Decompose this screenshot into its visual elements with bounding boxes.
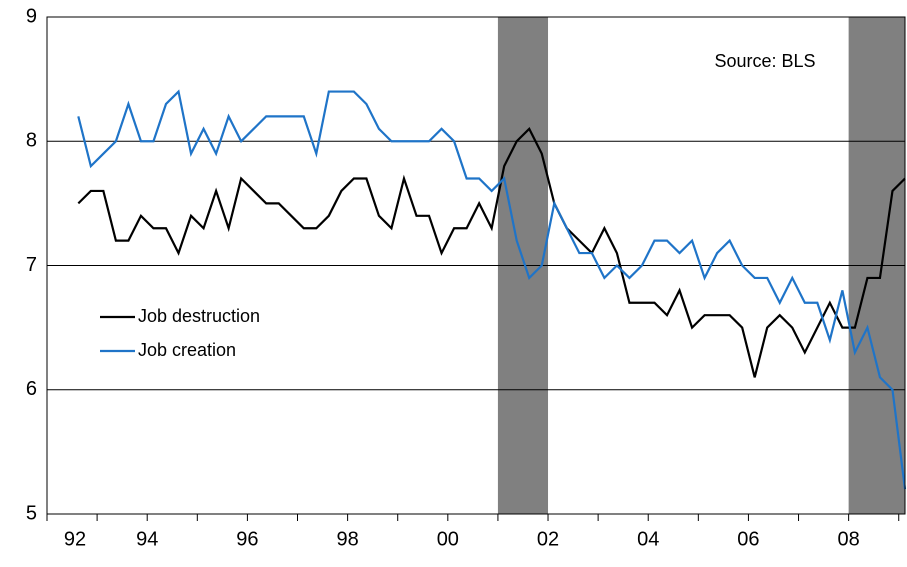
plot-frame xyxy=(46,16,906,515)
y-tick-label: 6 xyxy=(26,378,37,400)
y-tick-label: 7 xyxy=(26,254,37,276)
y-tick-label: 5 xyxy=(26,502,37,524)
x-tick-label: 06 xyxy=(737,528,759,550)
data-line xyxy=(77,89,907,490)
x-tick-label: 02 xyxy=(537,528,559,550)
source-note: Source: BLS xyxy=(714,51,815,71)
x-tick-label: 08 xyxy=(838,528,860,550)
x-tick-label: 98 xyxy=(336,528,358,550)
data-line xyxy=(77,126,906,378)
x-tick-label: 92 xyxy=(64,528,86,550)
y-tick-label: 8 xyxy=(26,130,37,152)
x-tick-label: 00 xyxy=(437,528,459,550)
x-tick-label: 96 xyxy=(236,528,258,550)
y-tick-label: 9 xyxy=(26,5,37,27)
legend-label: Job destruction xyxy=(138,306,260,326)
x-tick-label: 94 xyxy=(136,528,158,550)
x-tick-label: 04 xyxy=(637,528,659,550)
legend-label: Job creation xyxy=(138,340,236,360)
